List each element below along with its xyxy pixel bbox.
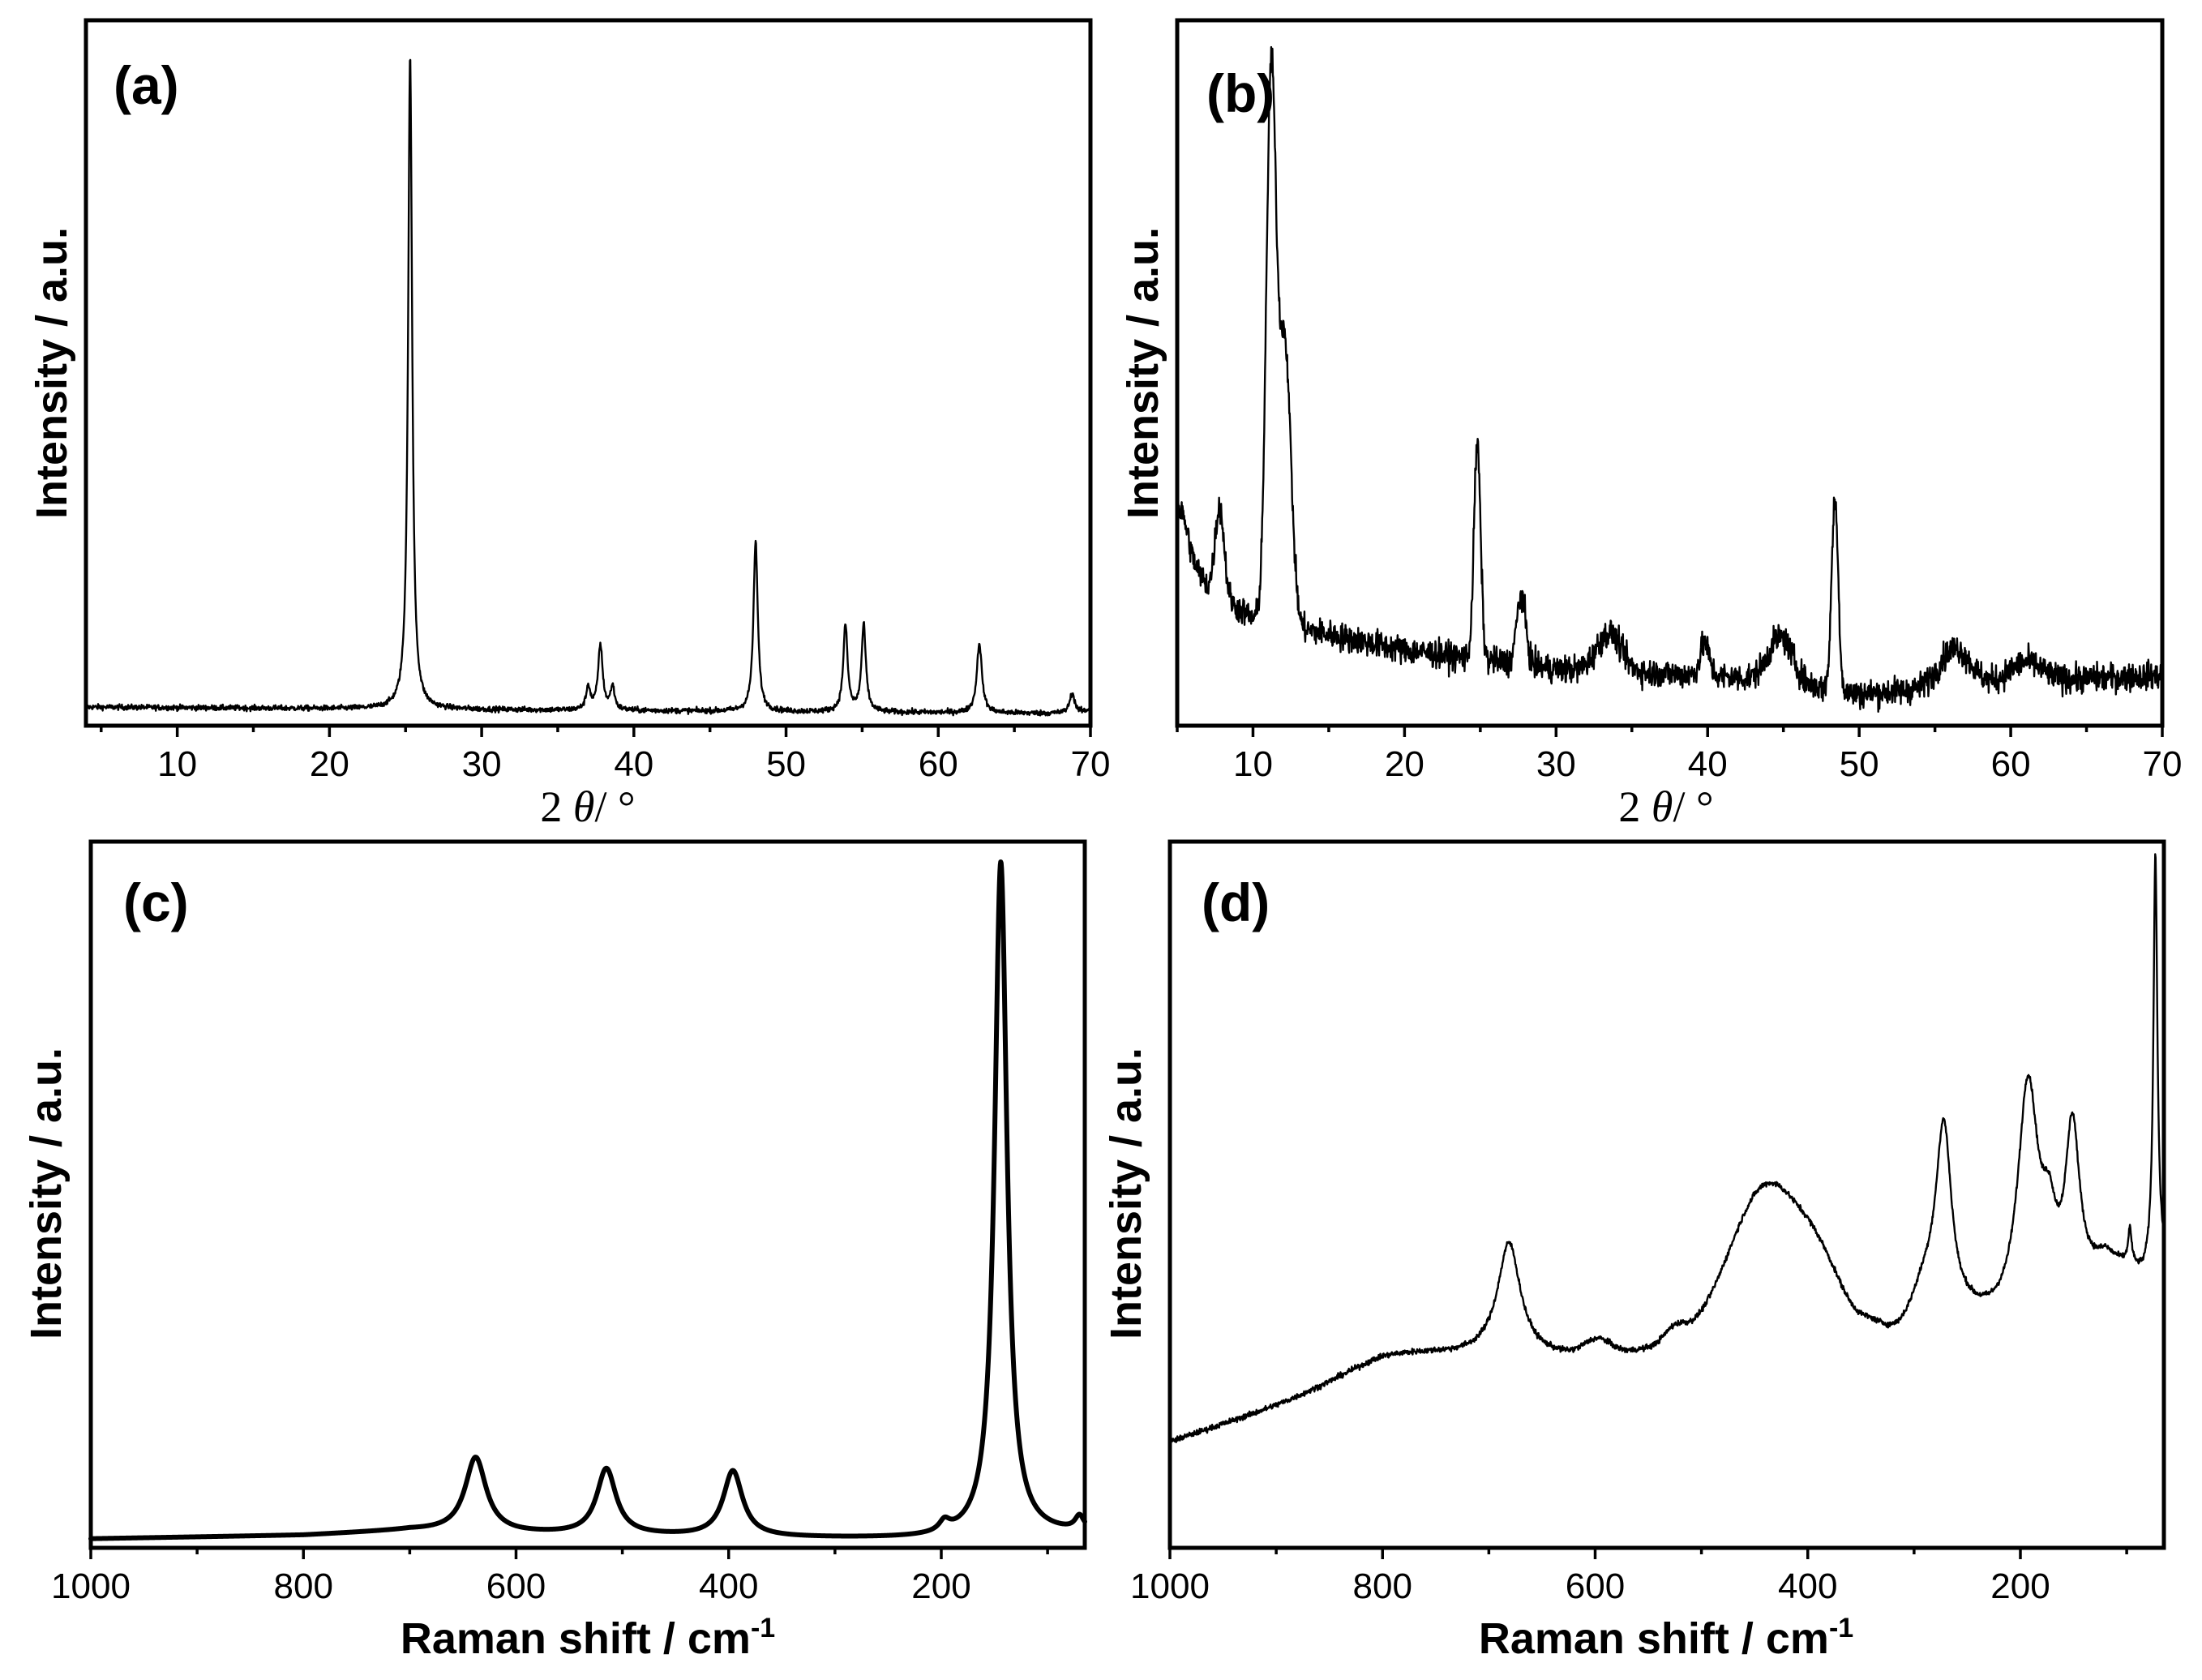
panel-a-ylabel: Intensity / a.u.: [28, 227, 76, 519]
panel-a-xlabel: 2 θ/ °: [540, 782, 635, 831]
panel-b-xlabel-suffix: / °: [1673, 782, 1713, 831]
panel-a-xlabel-prefix: 2: [540, 782, 573, 831]
panel-d-xlabel: Raman shift / cm-1: [1479, 1613, 1853, 1663]
panel-a: 10 20 30 40 50 60 70 (a) Intensity / a.u. 2 θ/…: [28, 18, 1111, 831]
panel-b-xlabel-theta: θ: [1652, 782, 1673, 831]
panel-b-xlabel-prefix: 2: [1618, 782, 1652, 831]
panel-c-xlabel-text: Raman shift / cm: [401, 1614, 751, 1663]
panel-d-xtick-label: 1000: [1130, 1566, 1210, 1606]
panel-d-xtick-label: 400: [1778, 1566, 1837, 1606]
panel-c-xtick-label: 200: [911, 1566, 970, 1606]
panel-a-spectrum-line: [84, 58, 1092, 717]
panel-b-xlabel: 2 θ/ °: [1618, 782, 1713, 831]
panel-b-xtick-label: 40: [1688, 744, 1728, 784]
panel-a-xtick-label: 40: [614, 744, 653, 784]
panel-b-plot-frame: [1175, 18, 2165, 728]
panel-b-xtick-label: 30: [1536, 744, 1576, 784]
panel-b-xtick-label: 60: [1991, 744, 2031, 784]
panel-d-xtick-label: 200: [1990, 1566, 2050, 1606]
panel-c: 1000 800 600 400 200 (c) Intensity / a.u. Ra…: [22, 839, 1087, 1663]
panel-d-xtick-label: 600: [1566, 1566, 1625, 1606]
panel-a-xtick-label: 30: [462, 744, 502, 784]
panel-b-xtick-label: 10: [1233, 744, 1273, 784]
panel-a-xtick-label: 50: [766, 744, 806, 784]
panel-a-xtick-label: 60: [919, 744, 958, 784]
panel-c-xlabel: Raman shift / cm-1: [401, 1613, 775, 1663]
panel-b-xtick-label: 70: [2143, 744, 2183, 784]
panel-b-ticks: 10 20 30 40 50 60 70: [1176, 726, 2183, 784]
panel-b-traces: [1176, 45, 2164, 714]
panel-c-ticks: 1000 800 600 400 200: [51, 1548, 1049, 1606]
panel-a-xlabel-suffix: / °: [594, 782, 635, 831]
panel-a-xtick-label: 70: [1071, 744, 1111, 784]
panel-a-xtick-label: 20: [310, 744, 349, 784]
panel-a-traces: [84, 58, 1092, 717]
panel-d-xlabel-text: Raman shift / cm: [1479, 1614, 1829, 1663]
panel-c-xtick-label: 800: [274, 1566, 333, 1606]
panel-c-ylabel: Intensity / a.u.: [22, 1048, 71, 1339]
panel-d-traces: [1168, 853, 2166, 1446]
panel-a-xtick-label: 10: [157, 744, 197, 784]
panel-c-spectrum-line: [88, 859, 1087, 1541]
panel-d-label: (d): [1202, 872, 1270, 932]
panel-d-xlabel-sup: -1: [1829, 1613, 1853, 1644]
panel-a-xlabel-theta: θ: [573, 782, 595, 831]
panel-b-label: (b): [1206, 63, 1275, 123]
panel-c-label: (c): [123, 872, 189, 932]
panel-a-plot-frame: [84, 18, 1093, 728]
panel-d-ylabel: Intensity / a.u.: [1102, 1048, 1150, 1339]
panel-d: 1000 800 600 400 200 (d) Intensity / a.u. Ra…: [1102, 839, 2166, 1663]
panel-a-label: (a): [114, 55, 179, 115]
panel-d-ticks: 1000 800 600 400 200: [1130, 1548, 2128, 1606]
panel-d-spectrum-line: [1168, 853, 2166, 1446]
panel-b: 10 20 30 40 50 60 70 (b) Intensity / a.u. 2 θ/…: [1119, 18, 2183, 831]
panel-c-xtick-label: 400: [699, 1566, 758, 1606]
panel-d-plot-frame: [1167, 839, 2166, 1550]
panel-d-xtick-label: 800: [1353, 1566, 1412, 1606]
panel-c-xlabel-sup: -1: [751, 1613, 775, 1644]
panel-c-xtick-label: 600: [486, 1566, 546, 1606]
panel-c-traces: [88, 859, 1087, 1541]
panel-b-spectrum-line: [1176, 45, 2164, 714]
panel-a-ticks: 10 20 30 40 50 60 70: [100, 726, 1111, 784]
panel-c-xtick-label: 1000: [51, 1566, 131, 1606]
panel-b-ylabel: Intensity / a.u.: [1119, 227, 1167, 519]
panel-c-plot-frame: [88, 839, 1087, 1550]
panel-b-xtick-label: 50: [1840, 744, 1879, 784]
panel-b-xtick-label: 20: [1385, 744, 1424, 784]
